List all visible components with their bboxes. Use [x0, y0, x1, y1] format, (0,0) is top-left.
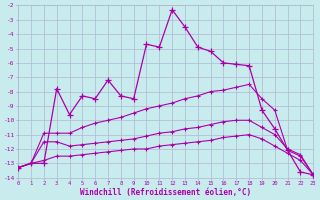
X-axis label: Windchill (Refroidissement éolien,°C): Windchill (Refroidissement éolien,°C) [80, 188, 251, 197]
